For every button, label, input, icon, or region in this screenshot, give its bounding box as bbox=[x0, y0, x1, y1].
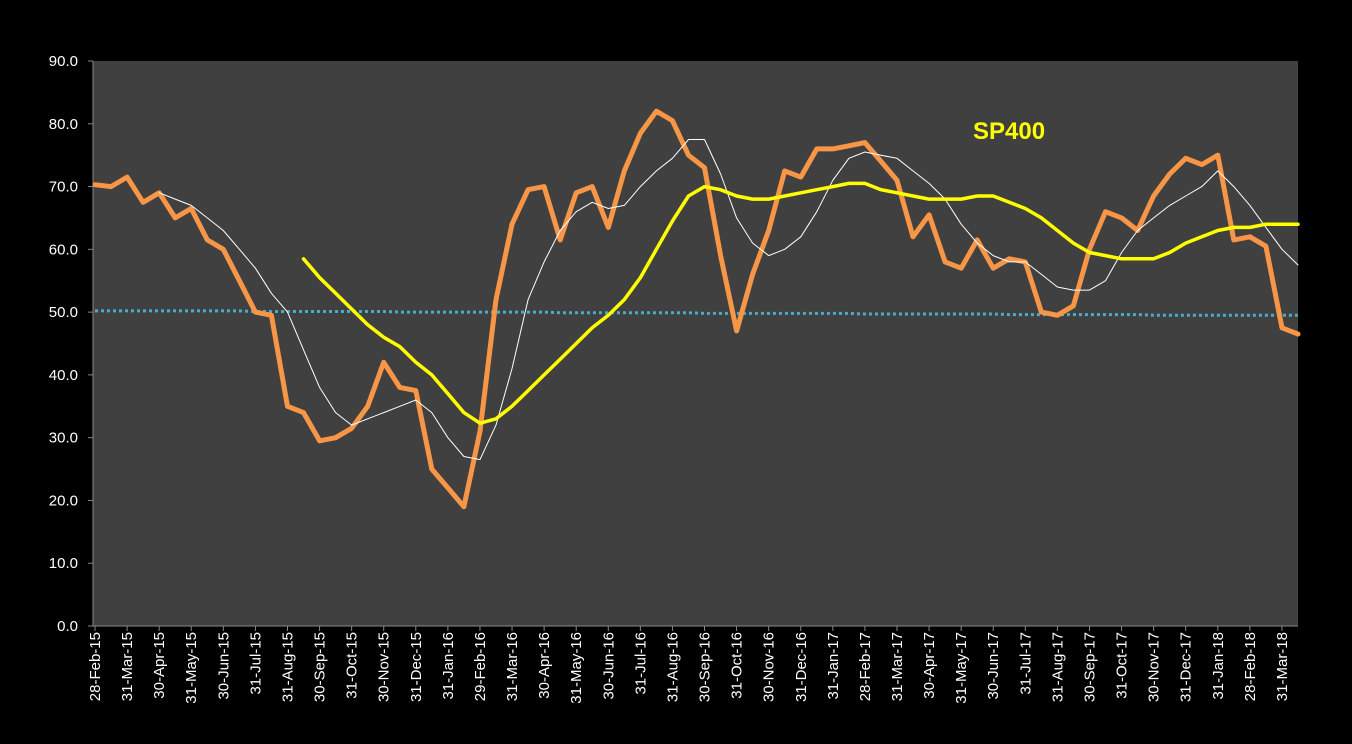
y-tick-label: 70.0 bbox=[49, 179, 78, 196]
series-line bbox=[158, 139, 1299, 461]
x-tick-label: 30-Nov-15 bbox=[376, 632, 393, 702]
y-tick-label: 50.0 bbox=[49, 304, 78, 321]
x-tick-label: 31-Jul-15 bbox=[247, 632, 264, 695]
y-tick-label: 40.0 bbox=[49, 367, 78, 384]
y-tick-label: 30.0 bbox=[49, 430, 78, 447]
x-tick-label: 30-Sep-16 bbox=[697, 632, 714, 702]
x-tick-label: 31-May-16 bbox=[568, 632, 585, 704]
x-tick-label: 30-Jun-17 bbox=[985, 632, 1002, 700]
x-tick-label: 31-Mar-15 bbox=[119, 632, 136, 701]
x-tick-label: 31-Aug-17 bbox=[1049, 632, 1066, 702]
x-tick-label: 31-Jul-16 bbox=[632, 632, 649, 695]
y-tick-label: 60.0 bbox=[49, 241, 78, 258]
x-tick-label: 30-Jun-15 bbox=[215, 632, 232, 700]
x-tick-label: 31-Aug-15 bbox=[279, 632, 296, 702]
x-tick-label: 31-Oct-17 bbox=[1114, 632, 1131, 699]
x-tick-label: 30-Apr-17 bbox=[921, 632, 938, 699]
x-tick-label: 31-May-15 bbox=[183, 632, 200, 704]
x-tick-label: 31-Oct-15 bbox=[344, 632, 361, 699]
x-tick-label: 30-Jun-16 bbox=[600, 632, 617, 700]
y-tick-label: 20.0 bbox=[49, 492, 78, 509]
x-tick-label: 30-Apr-15 bbox=[151, 632, 168, 699]
x-tick-label: 31-May-17 bbox=[953, 632, 970, 704]
y-tick-label: 10.0 bbox=[49, 555, 78, 572]
x-tick-label: 31-Jul-17 bbox=[1017, 632, 1034, 695]
x-tick-label: 28-Feb-15 bbox=[87, 632, 104, 701]
annotation: SP400 bbox=[973, 118, 1045, 145]
series-line bbox=[301, 181, 1300, 425]
x-tick-label: 30-Apr-16 bbox=[536, 632, 553, 699]
x-tick-label: 30-Nov-16 bbox=[761, 632, 778, 702]
x-tick-label: 29-Feb-16 bbox=[472, 632, 489, 701]
y-tick-label: 80.0 bbox=[49, 116, 78, 133]
x-tick-label: 31-Dec-17 bbox=[1178, 632, 1195, 702]
x-tick-label: 30-Sep-17 bbox=[1081, 632, 1098, 702]
x-tick-label: 31-Mar-16 bbox=[504, 632, 521, 701]
x-tick-label: 31-Dec-16 bbox=[793, 632, 810, 702]
x-tick-label: 31-Jan-16 bbox=[440, 632, 457, 700]
x-tick-label: 30-Nov-17 bbox=[1146, 632, 1163, 702]
y-tick-label: 0.0 bbox=[57, 618, 78, 635]
x-tick-label: 30-Sep-15 bbox=[312, 632, 329, 702]
y-tick-label: 90.0 bbox=[49, 53, 78, 70]
x-tick-label: 31-Oct-16 bbox=[729, 632, 746, 699]
x-tick-label: 31-Jan-18 bbox=[1210, 632, 1227, 700]
plot-area bbox=[93, 61, 1298, 626]
x-tick-label: 31-Mar-17 bbox=[889, 632, 906, 701]
x-tick-label: 28-Feb-18 bbox=[1242, 632, 1259, 701]
x-tick-label: 31-Aug-16 bbox=[664, 632, 681, 702]
x-tick-label: 31-Jan-17 bbox=[825, 632, 842, 700]
x-tick-label: 28-Feb-17 bbox=[857, 632, 874, 701]
x-tick-label: 31-Dec-15 bbox=[408, 632, 425, 702]
series-line bbox=[92, 108, 1301, 510]
x-tick-label: 31-Mar-18 bbox=[1274, 632, 1291, 701]
series-line bbox=[95, 309, 1298, 317]
